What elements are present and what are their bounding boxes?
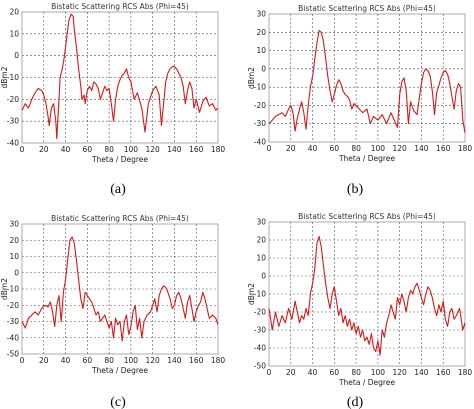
x-axis-label: Theta / Degree (91, 366, 148, 375)
y-tick-label: -10 (254, 290, 266, 299)
x-tick-label: 140 (167, 356, 182, 365)
x-axis-label: Theta / Degree (91, 155, 148, 164)
y-tick-label: -20 (254, 308, 266, 317)
y-tick-label: -30 (7, 117, 19, 126)
y-tick-label: 10 (256, 254, 266, 263)
x-tick-label: 60 (83, 145, 93, 154)
y-axis-label: dBm2 (247, 67, 256, 89)
y-tick-label: 10 (9, 29, 19, 38)
rcs-series-line (21, 236, 219, 342)
y-tick-label: 10 (9, 252, 19, 261)
x-tick-label: 140 (414, 368, 429, 377)
y-tick-label: -50 (254, 362, 266, 371)
y-tick-label: 30 (9, 220, 19, 229)
x-tick-label: 180 (458, 144, 473, 153)
chart-title: Bistatic Scattering RCS Abs (Phi=45) (51, 214, 189, 223)
x-tick-label: 60 (330, 144, 340, 153)
rcs-series-line (21, 13, 219, 140)
x-tick-label: 80 (351, 144, 361, 153)
plot-frame (268, 13, 466, 143)
x-tick-label: 0 (20, 356, 25, 365)
x-tick-label: 20 (39, 356, 49, 365)
x-tick-label: 140 (414, 144, 429, 153)
y-tick-label: 30 (256, 218, 266, 227)
chart-panel-b: Bistatic Scattering RCS Abs (Phi=45) 0 20 4… (247, 4, 472, 197)
x-tick-label: 160 (436, 144, 451, 153)
y-tick-label: -40 (254, 344, 266, 353)
x-tick-label: 20 (39, 145, 49, 154)
x-axis-label: Theta / Degree (338, 378, 395, 387)
chart-title: Bistatic Scattering RCS Abs (Phi=45) (51, 2, 189, 11)
y-tick-label: -20 (254, 101, 266, 110)
chart-panel-d: Bistatic Scattering RCS Abs (Phi=45) 0 20 4… (247, 212, 472, 409)
x-tick-label: 40 (308, 368, 318, 377)
x-tick-label: 60 (330, 368, 340, 377)
chart-title: Bistatic Scattering RCS Abs (Phi=45) (298, 212, 436, 221)
y-tick-label: 30 (256, 10, 266, 19)
y-tick-label: -10 (7, 73, 19, 82)
y-tick-label: 20 (9, 8, 19, 17)
x-tick-label: 100 (371, 144, 386, 153)
rcs-series-line (268, 29, 466, 133)
x-tick-label: 0 (20, 145, 25, 154)
chart-panel-c: Bistatic Scattering RCS Abs (Phi=45) 0 20 4… (0, 214, 225, 409)
x-tick-label: 140 (167, 145, 182, 154)
y-tick-label: -40 (7, 333, 19, 342)
x-tick-label: 160 (189, 356, 204, 365)
y-tick-label: -40 (254, 138, 266, 147)
y-tick-label: 0 (261, 64, 266, 73)
x-tick-label: 40 (61, 145, 71, 154)
x-tick-label: 60 (83, 356, 93, 365)
x-tick-label: 80 (104, 356, 114, 365)
chart-title: Bistatic Scattering RCS Abs (Phi=45) (298, 4, 436, 13)
y-tick-label: -10 (254, 83, 266, 92)
x-axis-label: Theta / Degree (338, 154, 395, 163)
y-tick-label: -10 (7, 285, 19, 294)
panel-caption: (b) (347, 182, 364, 197)
x-tick-label: 100 (124, 356, 139, 365)
panel-caption: (d) (347, 395, 364, 409)
y-tick-label: -20 (7, 95, 19, 104)
x-tick-label: 180 (211, 145, 226, 154)
y-tick-label: 20 (256, 236, 266, 245)
y-tick-label: 20 (256, 28, 266, 37)
x-tick-label: 180 (211, 356, 226, 365)
y-tick-label: 20 (9, 236, 19, 245)
x-tick-label: 0 (267, 144, 272, 153)
y-tick-label: -30 (254, 119, 266, 128)
y-tick-label: -50 (7, 350, 19, 359)
y-tick-label: 0 (14, 268, 19, 277)
x-tick-label: 20 (286, 144, 296, 153)
x-tick-label: 100 (124, 145, 139, 154)
x-tick-label: 40 (308, 144, 318, 153)
y-axis-label: dBm2 (247, 283, 256, 305)
y-tick-label: -30 (254, 326, 266, 335)
x-tick-label: 180 (458, 368, 473, 377)
x-tick-label: 120 (146, 356, 161, 365)
y-tick-label: 0 (261, 272, 266, 281)
panel-caption: (a) (110, 182, 126, 197)
panel-caption: (c) (110, 395, 126, 409)
x-tick-label: 20 (286, 368, 296, 377)
y-tick-label: -20 (7, 301, 19, 310)
x-tick-label: 160 (189, 145, 204, 154)
y-tick-label: 10 (256, 46, 266, 55)
y-axis-label: dBm2 (0, 278, 9, 300)
y-tick-label: 0 (14, 51, 19, 60)
x-tick-label: 100 (371, 368, 386, 377)
x-tick-label: 120 (393, 144, 408, 153)
y-tick-label: -40 (7, 139, 19, 148)
x-tick-label: 0 (267, 368, 272, 377)
x-tick-label: 120 (146, 145, 161, 154)
x-tick-label: 80 (104, 145, 114, 154)
rcs-series-line (268, 235, 466, 356)
x-tick-label: 40 (61, 356, 71, 365)
x-tick-label: 120 (393, 368, 408, 377)
y-axis-label: dBm2 (0, 66, 9, 88)
x-tick-label: 160 (436, 368, 451, 377)
y-tick-label: -30 (7, 317, 19, 326)
chart-panel-a: Bistatic Scattering RCS Abs (Phi=45) 0 20 4… (0, 2, 225, 197)
x-tick-label: 80 (351, 368, 361, 377)
